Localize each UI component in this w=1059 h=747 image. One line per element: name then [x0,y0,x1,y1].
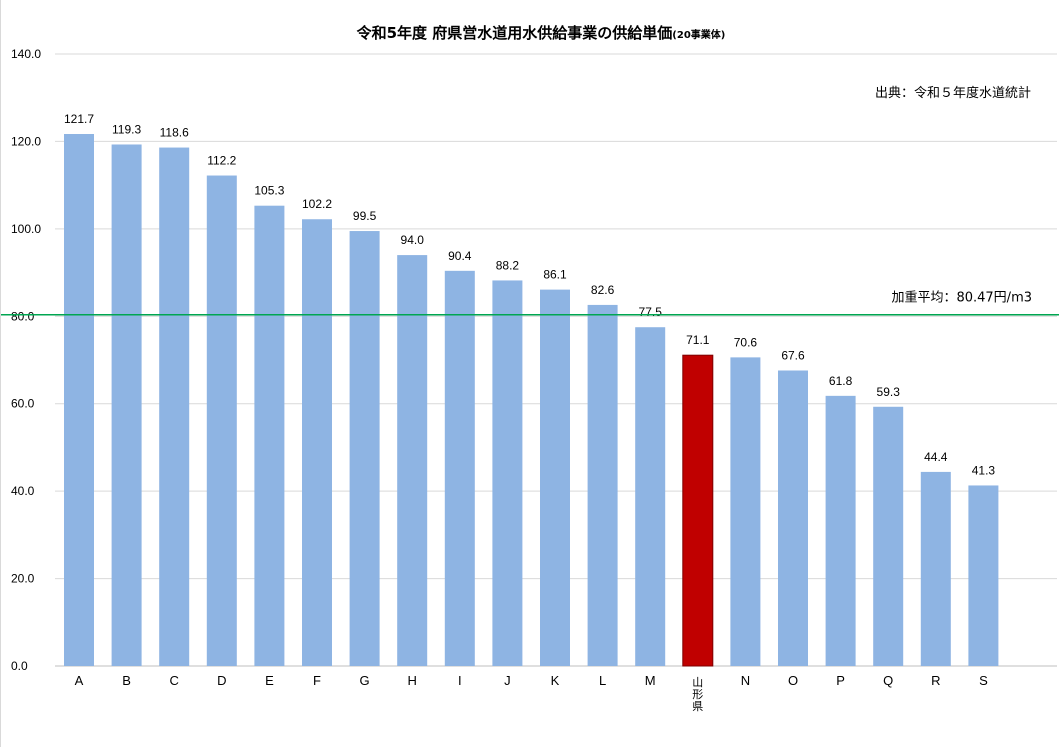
x-category-label: I [458,673,462,688]
reference-line-label: 加重平均：80.47円/m3 [891,290,1032,306]
data-label: 77.5 [639,305,663,319]
x-category-label: L [599,673,606,688]
y-tick-label: 20.0 [11,572,35,586]
bar [968,485,999,666]
data-label: 41.3 [972,463,996,477]
bar [159,147,190,666]
bar [540,289,570,666]
bar [444,270,475,666]
data-label: 102.2 [302,197,332,211]
y-axis-ticks: 0.0 20.0 40.0 60.0 80.0 100.0 120.0 140.0 [11,47,41,673]
data-label: 119.3 [112,122,141,136]
x-category-label: S [979,673,988,688]
y-tick-label: 100.0 [11,222,41,236]
x-category-label: N [741,673,750,688]
x-category-label: A [75,673,84,688]
data-labels: 121.7 119.3 118.6 112.2 105.3 102.2 99.5 94.0 90… [64,112,995,477]
data-label: 44.4 [924,450,948,464]
bar [492,280,523,666]
bar [920,471,951,666]
chart-title-subtitle: (20事業体) [672,28,725,41]
x-category-label: D [217,673,226,688]
chart-title-main: 令和5年度 府県営水道用水供給事業の供給単価 [357,24,673,42]
x-category-label: P [836,673,845,688]
x-category-label: C [170,673,179,688]
y-tick-label: 0.0 [11,659,28,673]
data-label: 94.0 [401,233,425,247]
reference-line-group: 加重平均：80.47円/m3 [1,290,1059,316]
chart-title: 令和5年度 府県営水道用水供給事業の供給単価(20事業体) [357,24,726,42]
data-label: 90.4 [448,249,472,263]
bar [587,304,618,666]
x-axis-categories: A B C D E F G H I J K L M 山形県 N O P Q R S [75,673,988,713]
data-label: 105.3 [254,184,284,198]
bar [302,219,332,667]
bar [825,395,856,666]
data-label: 88.2 [496,258,520,272]
x-category-label: G [360,673,370,688]
x-category-label: J [504,673,511,688]
source-note: 出典：令和５年度水道統計 [874,86,1031,101]
bar [397,255,428,667]
x-category-label: E [265,673,274,688]
data-label: 71.1 [686,333,710,347]
x-category-label: O [788,673,798,688]
y-tick-label: 80.0 [11,309,35,323]
x-category-label: Q [883,673,893,688]
x-category-label: B [122,673,131,688]
bar [111,144,142,666]
bar [206,175,237,667]
data-label: 118.6 [160,126,189,140]
bars [64,133,999,667]
y-tick-label: 120.0 [11,134,41,148]
x-category-label: M [645,673,656,688]
data-label: 99.5 [353,209,377,223]
x-category-label: H [408,673,417,688]
data-label: 112.2 [207,154,236,168]
bar [730,357,761,666]
x-category-label: F [313,673,321,688]
bar [778,370,808,666]
data-label: 59.3 [877,385,901,399]
bar [254,205,285,666]
bar [873,406,904,666]
y-tick-label: 60.0 [11,397,35,411]
bar [64,133,94,667]
y-tick-label: 40.0 [11,484,35,498]
x-category-label: R [931,673,940,688]
bar-highlight [682,354,714,667]
x-category-label: K [551,673,560,688]
x-category-label: 山形県 [692,676,703,713]
data-label: 67.6 [781,348,805,362]
data-label: 70.6 [734,335,758,349]
data-label: 121.7 [64,112,94,126]
data-label: 61.8 [829,374,853,388]
bar [635,327,666,666]
bar [349,231,380,667]
y-tick-label: 140.0 [11,47,41,61]
data-label: 82.6 [591,283,615,297]
data-label: 86.1 [543,268,567,282]
